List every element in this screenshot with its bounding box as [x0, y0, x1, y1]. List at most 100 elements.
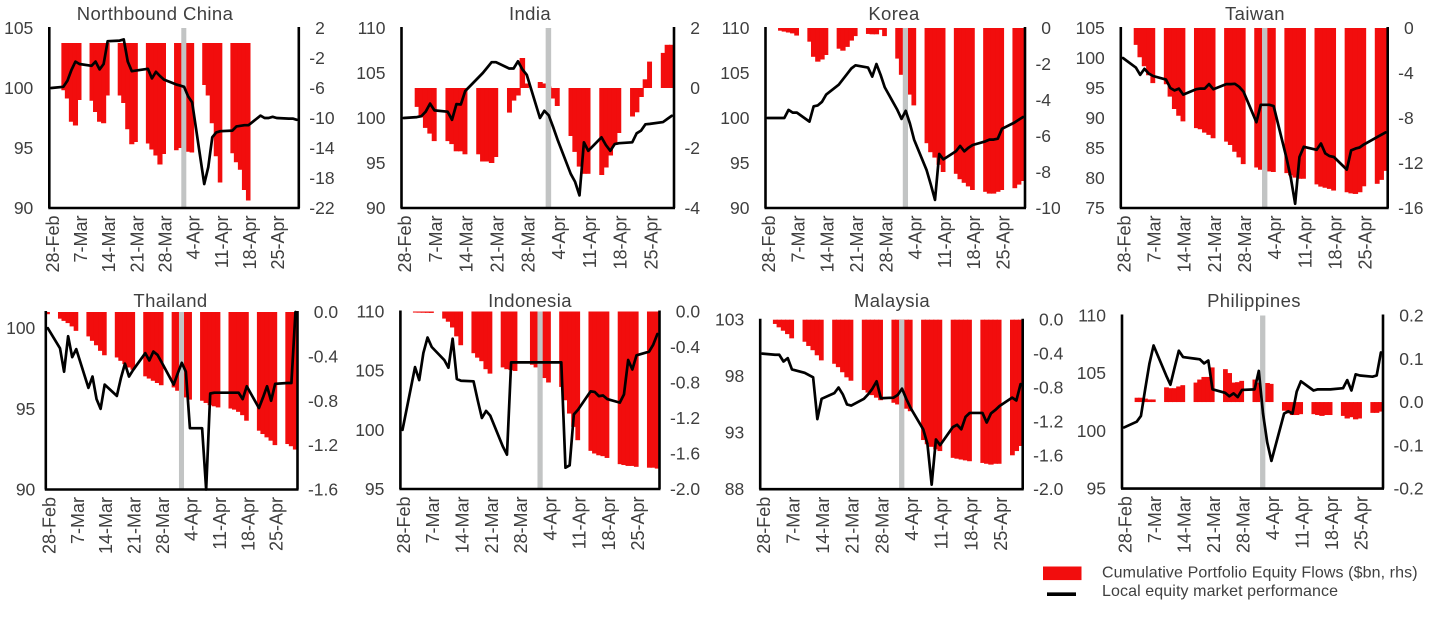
svg-text:Thailand: Thailand: [133, 290, 207, 311]
svg-text:-1.6: -1.6: [1033, 445, 1063, 465]
svg-text:7-Mar: 7-Mar: [1145, 216, 1165, 263]
svg-text:14-Mar: 14-Mar: [457, 215, 477, 272]
svg-text:-2.0: -2.0: [670, 479, 700, 499]
svg-text:-4: -4: [684, 198, 700, 218]
svg-text:88: 88: [725, 479, 744, 499]
svg-text:95: 95: [14, 138, 33, 158]
svg-text:28-Feb: 28-Feb: [394, 497, 414, 554]
svg-text:-18: -18: [309, 168, 334, 188]
svg-text:-4: -4: [1398, 63, 1414, 83]
svg-text:2: 2: [315, 18, 325, 38]
svg-text:0: 0: [1041, 18, 1051, 38]
svg-text:21-Mar: 21-Mar: [847, 215, 867, 272]
svg-text:-0.4: -0.4: [308, 346, 338, 366]
svg-text:4-Apr: 4-Apr: [1263, 496, 1283, 540]
svg-text:28-Mar: 28-Mar: [511, 496, 531, 553]
svg-text:Northbound China: Northbound China: [77, 3, 234, 24]
svg-text:0.0: 0.0: [1039, 310, 1064, 330]
svg-text:25-Apr: 25-Apr: [993, 215, 1013, 269]
svg-text:98: 98: [725, 366, 744, 386]
svg-text:14-Mar: 14-Mar: [818, 215, 838, 272]
svg-text:25-Apr: 25-Apr: [1351, 496, 1371, 550]
svg-text:28-Feb: 28-Feb: [43, 216, 63, 273]
svg-text:11-Apr: 11-Apr: [1292, 496, 1312, 549]
svg-text:Local equity market performanc: Local equity market performance: [1102, 583, 1338, 600]
svg-text:11-Apr: 11-Apr: [210, 497, 230, 550]
svg-text:100: 100: [355, 420, 384, 440]
svg-text:25-Apr: 25-Apr: [268, 215, 288, 269]
svg-text:105: 105: [1076, 18, 1105, 38]
svg-text:-2.0: -2.0: [1033, 479, 1063, 499]
svg-text:-0.8: -0.8: [670, 373, 700, 393]
svg-text:103: 103: [715, 310, 744, 330]
svg-text:-2: -2: [309, 48, 325, 68]
svg-text:14-Mar: 14-Mar: [453, 496, 473, 553]
svg-text:7-Mar: 7-Mar: [68, 497, 88, 544]
svg-text:105: 105: [720, 63, 749, 83]
svg-text:90: 90: [730, 198, 750, 218]
svg-text:100: 100: [6, 318, 35, 338]
svg-text:25-Apr: 25-Apr: [991, 497, 1011, 551]
svg-text:105: 105: [4, 18, 33, 38]
svg-text:Philippines: Philippines: [1207, 290, 1301, 311]
svg-text:21-Mar: 21-Mar: [488, 215, 508, 272]
svg-text:-0.4: -0.4: [670, 337, 700, 357]
svg-text:28-Mar: 28-Mar: [153, 497, 173, 554]
svg-text:95: 95: [366, 153, 385, 173]
svg-text:-0.8: -0.8: [1033, 378, 1063, 398]
svg-text:21-Mar: 21-Mar: [1204, 496, 1224, 553]
svg-text:18-Apr: 18-Apr: [1322, 496, 1342, 550]
svg-text:25-Apr: 25-Apr: [1356, 215, 1376, 269]
svg-text:110: 110: [1078, 306, 1106, 326]
svg-text:95: 95: [1085, 78, 1104, 98]
svg-text:90: 90: [366, 198, 386, 218]
svg-text:100: 100: [1077, 421, 1106, 441]
svg-text:14-Mar: 14-Mar: [1175, 215, 1195, 272]
svg-text:-1.2: -1.2: [670, 408, 700, 428]
svg-text:4-Apr: 4-Apr: [540, 496, 560, 540]
svg-text:14-Mar: 14-Mar: [96, 497, 116, 554]
svg-text:4-Apr: 4-Apr: [549, 215, 569, 259]
svg-text:-16: -16: [1398, 198, 1423, 218]
svg-text:18-Apr: 18-Apr: [240, 215, 260, 269]
svg-text:95: 95: [365, 479, 384, 499]
svg-text:11-Apr: 11-Apr: [932, 497, 952, 550]
svg-text:0: 0: [690, 78, 700, 98]
svg-text:7-Mar: 7-Mar: [426, 216, 446, 263]
svg-text:90: 90: [14, 198, 34, 218]
svg-text:90: 90: [1085, 108, 1105, 128]
svg-text:-8: -8: [1035, 162, 1051, 182]
svg-text:95: 95: [16, 399, 35, 419]
svg-text:Malaysia: Malaysia: [854, 290, 931, 311]
svg-text:25-Apr: 25-Apr: [267, 497, 287, 551]
svg-text:105: 105: [355, 361, 384, 381]
svg-text:-22: -22: [309, 198, 334, 218]
svg-text:25-Apr: 25-Apr: [641, 215, 661, 269]
svg-text:-0.1: -0.1: [1393, 435, 1423, 455]
svg-text:18-Apr: 18-Apr: [611, 215, 631, 269]
svg-text:Cumulative Portfolio Equity Fl: Cumulative Portfolio Equity Flows ($bn, …: [1102, 565, 1418, 582]
svg-text:21-Mar: 21-Mar: [843, 497, 863, 554]
svg-text:28-Feb: 28-Feb: [1114, 216, 1134, 273]
svg-text:21-Mar: 21-Mar: [125, 497, 145, 554]
svg-text:4-Apr: 4-Apr: [1265, 215, 1285, 259]
svg-text:28-Feb: 28-Feb: [754, 497, 774, 554]
svg-text:-4: -4: [1035, 90, 1051, 110]
svg-text:28-Mar: 28-Mar: [155, 215, 175, 272]
svg-text:18-Apr: 18-Apr: [1325, 215, 1345, 269]
svg-text:25-Apr: 25-Apr: [628, 496, 648, 550]
svg-text:0.1: 0.1: [1399, 349, 1423, 369]
svg-text:28-Feb: 28-Feb: [759, 216, 779, 273]
svg-text:4-Apr: 4-Apr: [181, 497, 201, 541]
svg-text:0.0: 0.0: [314, 302, 339, 322]
svg-text:11-Apr: 11-Apr: [580, 216, 600, 269]
svg-text:Indonesia: Indonesia: [488, 290, 572, 311]
svg-text:4-Apr: 4-Apr: [902, 497, 922, 541]
svg-text:7-Mar: 7-Mar: [783, 497, 803, 544]
svg-text:28-Mar: 28-Mar: [1235, 215, 1255, 272]
svg-text:11-Apr: 11-Apr: [212, 216, 232, 269]
svg-text:14-Mar: 14-Mar: [99, 215, 119, 272]
svg-text:-0.4: -0.4: [1033, 344, 1063, 364]
svg-text:2: 2: [690, 18, 700, 38]
svg-text:105: 105: [1077, 363, 1106, 383]
